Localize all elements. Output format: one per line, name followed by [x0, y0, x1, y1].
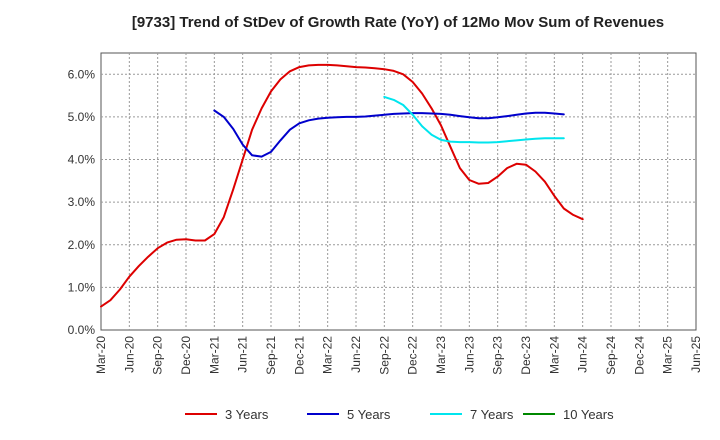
series-line-7-years — [383, 95, 565, 144]
y-tick-label: 1.0% — [68, 280, 96, 294]
x-tick-label: Dec-20 — [179, 336, 193, 375]
legend-label-5-years: 5 Years — [347, 407, 391, 422]
x-tick-label: Sep-24 — [604, 336, 618, 375]
series-line-3-years — [100, 63, 584, 308]
legend-label-3-years: 3 Years — [225, 407, 269, 422]
y-tick-label: 0.0% — [68, 323, 96, 337]
x-axis-ticks: Mar-20 Jun-20 Sep-20 Dec-20 Mar-21 Jun-21 Sep-… — [94, 336, 703, 375]
x-tick-label: Dec-24 — [632, 336, 646, 375]
x-tick-label: Dec-22 — [406, 336, 420, 375]
y-tick-label: 4.0% — [68, 153, 96, 167]
x-tick-label: Jun-23 — [462, 336, 476, 373]
x-tick-label: Dec-23 — [519, 336, 533, 375]
x-tick-label: Mar-23 — [434, 336, 448, 374]
x-tick-label: Jun-21 — [236, 336, 250, 373]
x-tick-label: Mar-24 — [547, 336, 561, 374]
x-tick-label: Dec-21 — [292, 336, 306, 375]
legend-label-10-years: 10 Years — [563, 407, 614, 422]
x-tick-label: Mar-22 — [321, 336, 335, 374]
x-tick-label: Mar-21 — [207, 336, 221, 374]
y-tick-label: 5.0% — [68, 110, 96, 124]
x-tick-label: Sep-20 — [151, 336, 165, 375]
legend: 3 Years 5 Years 7 Years 10 Years — [185, 407, 614, 422]
y-tick-label: 2.0% — [68, 238, 96, 252]
y-axis-ticks: 0.0% 1.0% 2.0% 3.0% 4.0% 5.0% 6.0% — [68, 67, 96, 337]
x-tick-label: Sep-21 — [264, 336, 278, 375]
x-tick-label: Sep-23 — [491, 336, 505, 375]
x-tick-label: Mar-25 — [661, 336, 675, 374]
x-tick-label: Mar-20 — [94, 336, 108, 374]
x-tick-label: Jun-20 — [122, 336, 136, 373]
series-line-5-years — [213, 109, 565, 158]
y-tick-label: 3.0% — [68, 195, 96, 209]
x-tick-label: Jun-22 — [349, 336, 363, 373]
series-lines — [100, 63, 584, 308]
grid-horizontal — [101, 73, 696, 288]
legend-label-7-years: 7 Years — [470, 407, 514, 422]
x-tick-label: Jun-24 — [576, 336, 590, 373]
chart-title: [9733] Trend of StDev of Growth Rate (Yo… — [132, 14, 664, 31]
x-tick-label: Sep-22 — [377, 336, 391, 375]
plot-area — [100, 52, 697, 331]
y-tick-label: 6.0% — [68, 67, 96, 81]
x-tick-label: Jun-25 — [689, 336, 703, 373]
